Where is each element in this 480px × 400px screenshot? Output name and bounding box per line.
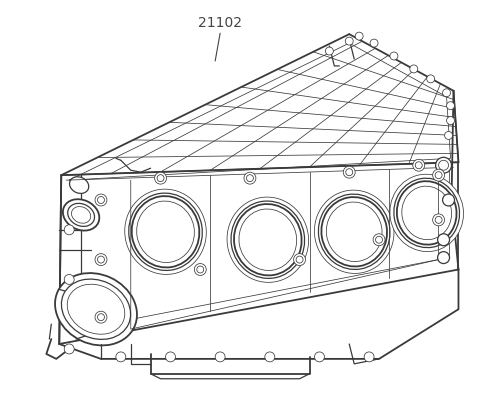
- Circle shape: [436, 157, 452, 173]
- Text: 21102: 21102: [198, 16, 242, 30]
- Circle shape: [95, 194, 107, 206]
- Circle shape: [355, 32, 363, 40]
- Ellipse shape: [55, 273, 137, 346]
- Circle shape: [438, 234, 450, 246]
- Ellipse shape: [61, 279, 131, 339]
- Circle shape: [194, 264, 206, 276]
- Circle shape: [432, 214, 444, 226]
- Circle shape: [373, 234, 385, 246]
- Circle shape: [64, 274, 74, 284]
- Circle shape: [64, 344, 74, 354]
- Circle shape: [64, 225, 74, 235]
- Circle shape: [444, 132, 453, 140]
- Circle shape: [410, 65, 418, 73]
- Circle shape: [390, 52, 398, 60]
- Circle shape: [413, 159, 425, 171]
- Circle shape: [314, 352, 324, 362]
- Circle shape: [215, 352, 225, 362]
- Ellipse shape: [390, 174, 464, 252]
- Circle shape: [443, 194, 455, 206]
- Ellipse shape: [70, 177, 89, 194]
- Circle shape: [166, 352, 176, 362]
- Circle shape: [95, 311, 107, 323]
- Circle shape: [427, 75, 434, 83]
- Ellipse shape: [125, 189, 206, 274]
- Circle shape: [155, 172, 167, 184]
- Circle shape: [432, 169, 444, 181]
- Circle shape: [294, 254, 306, 266]
- Circle shape: [325, 47, 333, 55]
- Circle shape: [446, 116, 455, 124]
- Circle shape: [343, 166, 355, 178]
- Circle shape: [446, 102, 455, 110]
- Circle shape: [364, 352, 374, 362]
- Circle shape: [370, 39, 378, 47]
- Circle shape: [116, 352, 126, 362]
- Circle shape: [443, 89, 451, 97]
- Circle shape: [345, 37, 353, 45]
- Ellipse shape: [227, 197, 309, 282]
- Circle shape: [244, 172, 256, 184]
- Circle shape: [265, 352, 275, 362]
- Ellipse shape: [63, 199, 99, 230]
- Circle shape: [438, 252, 450, 264]
- Ellipse shape: [314, 190, 394, 274]
- Circle shape: [95, 254, 107, 266]
